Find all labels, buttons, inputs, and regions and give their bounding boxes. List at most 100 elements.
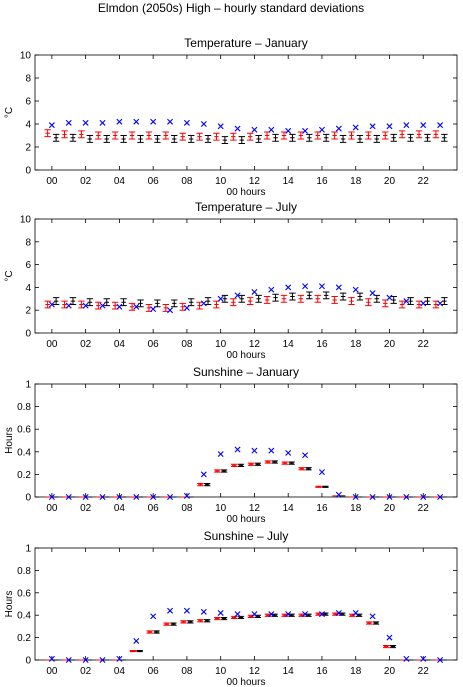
data-point-x bbox=[318, 283, 325, 290]
data-point-x bbox=[234, 125, 241, 132]
data-point-x bbox=[386, 494, 393, 500]
data-point-x bbox=[82, 302, 89, 309]
data-point-errorbar bbox=[163, 622, 170, 626]
data-point-errorbar bbox=[197, 482, 204, 487]
data-point-errorbar bbox=[44, 300, 51, 309]
data-point-errorbar bbox=[238, 294, 245, 303]
data-point-errorbar bbox=[187, 135, 195, 143]
data-point-x bbox=[420, 655, 427, 662]
x-tick-label: 16 bbox=[316, 339, 328, 350]
x-tick-label: 04 bbox=[114, 666, 126, 677]
data-point-x bbox=[403, 122, 410, 129]
data-point-x bbox=[99, 494, 106, 500]
data-point-errorbar bbox=[221, 294, 229, 303]
x-tick-label: 06 bbox=[148, 503, 160, 514]
data-point-errorbar bbox=[280, 294, 288, 303]
x-tick-label: 02 bbox=[80, 339, 92, 350]
y-tick-label: 0.8 bbox=[17, 402, 31, 413]
data-point-x bbox=[318, 126, 325, 133]
y-tick-label: 0.8 bbox=[17, 566, 31, 577]
y-tick-label: 1 bbox=[25, 544, 31, 555]
data-point-errorbar bbox=[432, 300, 440, 309]
data-point-x bbox=[251, 447, 258, 454]
data-point-errorbar bbox=[315, 485, 322, 488]
data-point-x bbox=[403, 655, 410, 662]
data-point-errorbar bbox=[145, 304, 153, 312]
y-tick-label: 0.2 bbox=[17, 633, 31, 644]
data-point-x bbox=[420, 494, 427, 500]
data-point-errorbar bbox=[297, 131, 305, 140]
data-point-errorbar bbox=[187, 620, 194, 624]
data-point-x bbox=[268, 611, 275, 618]
data-point-errorbar bbox=[237, 463, 245, 467]
data-point-errorbar bbox=[322, 291, 330, 300]
data-point-errorbar bbox=[230, 463, 238, 467]
data-point-errorbar bbox=[297, 294, 305, 303]
data-point-errorbar bbox=[137, 299, 144, 308]
x-tick-label: 06 bbox=[148, 666, 160, 677]
data-point-errorbar bbox=[314, 294, 321, 303]
chart-panel-4: Sunshine – July 0 0.2 0.4 0.6 0.8 1 00 02 04 06 08 1… bbox=[4, 529, 458, 687]
y-tick-label: 2 bbox=[25, 143, 31, 154]
data-point-errorbar bbox=[187, 298, 195, 307]
data-point-errorbar bbox=[230, 298, 237, 307]
x-tick-label: 20 bbox=[384, 666, 396, 677]
x-tick-label: 04 bbox=[114, 176, 126, 187]
data-point-errorbar bbox=[237, 615, 245, 620]
y-tick-label: 4 bbox=[25, 120, 31, 131]
data-point-x bbox=[352, 286, 359, 293]
data-point-x bbox=[133, 303, 140, 310]
data-point-x bbox=[369, 123, 376, 130]
data-point-errorbar bbox=[424, 133, 431, 142]
plot-area bbox=[34, 218, 458, 334]
x-tick-label: 20 bbox=[384, 176, 396, 187]
series-1 bbox=[52, 612, 447, 661]
x-tick-label: 02 bbox=[80, 666, 92, 677]
data-point-errorbar bbox=[441, 133, 448, 142]
plot-area bbox=[34, 383, 458, 498]
data-point-x bbox=[234, 611, 241, 618]
data-point-errorbar bbox=[204, 297, 212, 305]
data-point-errorbar bbox=[348, 297, 355, 305]
data-point-errorbar bbox=[103, 135, 110, 143]
data-point-x bbox=[318, 611, 325, 618]
data-point-x bbox=[251, 288, 258, 295]
data-point-errorbar bbox=[322, 612, 329, 616]
y-tick-label: 0.6 bbox=[17, 588, 31, 599]
data-point-x bbox=[65, 494, 72, 500]
x-tick-label: 08 bbox=[181, 503, 193, 514]
data-point-errorbar bbox=[356, 135, 364, 143]
series-2 bbox=[44, 294, 440, 312]
data-point-x bbox=[217, 123, 224, 130]
data-point-errorbar bbox=[398, 300, 406, 309]
data-point-x bbox=[116, 494, 123, 500]
data-point-errorbar bbox=[280, 131, 288, 140]
data-point-errorbar bbox=[254, 614, 262, 618]
data-point-x bbox=[48, 655, 55, 662]
y-tick-label: 10 bbox=[20, 51, 32, 62]
data-point-errorbar bbox=[365, 298, 372, 307]
x-tick-label: 04 bbox=[114, 503, 126, 514]
x-tick-label: 02 bbox=[80, 176, 92, 187]
x-tick-label: 16 bbox=[316, 176, 328, 187]
data-point-errorbar bbox=[305, 467, 312, 471]
data-point-x bbox=[150, 306, 157, 313]
series-1 bbox=[52, 291, 448, 308]
data-point-errorbar bbox=[407, 297, 414, 305]
data-point-x bbox=[200, 608, 207, 615]
x-tick-label: 12 bbox=[249, 339, 261, 350]
x-tick-label: 14 bbox=[283, 339, 295, 350]
y-tick-label: 0 bbox=[25, 329, 31, 340]
y-tick-label: 8 bbox=[25, 237, 31, 248]
x-tick-label: 18 bbox=[350, 666, 362, 677]
data-point-x bbox=[99, 119, 106, 126]
chart-title: Temperature – July bbox=[195, 200, 297, 214]
data-point-errorbar bbox=[382, 644, 390, 649]
data-point-x bbox=[335, 125, 342, 132]
data-point-errorbar bbox=[272, 133, 279, 142]
data-point-x bbox=[48, 301, 55, 308]
plot-area bbox=[34, 54, 458, 171]
data-point-errorbar bbox=[213, 132, 220, 141]
data-point-errorbar bbox=[432, 130, 440, 139]
y-tick-label: 0.4 bbox=[17, 447, 31, 458]
